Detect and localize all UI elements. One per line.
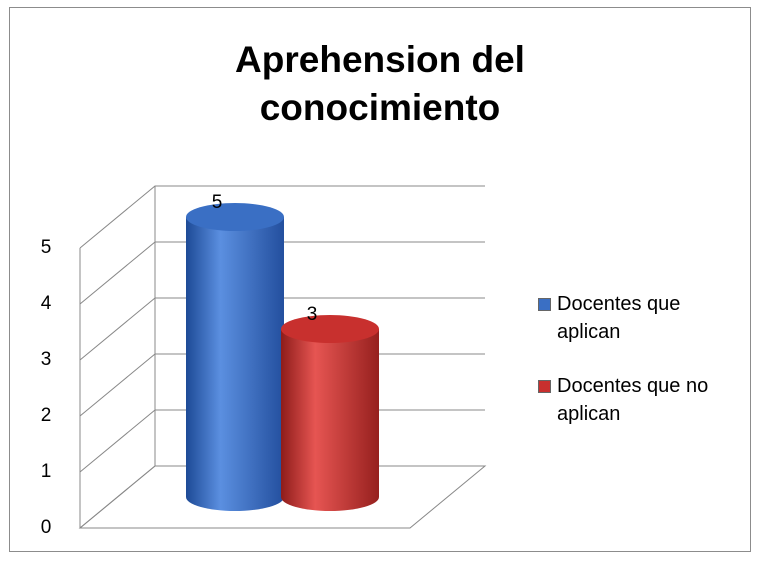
legend-item: Docentes que no aplican [538, 372, 738, 428]
grid-line [79, 241, 485, 305]
chart-frame [9, 7, 751, 552]
bar [281, 329, 379, 511]
legend-swatch [538, 380, 551, 393]
data-label: 3 [307, 304, 318, 325]
y-tick-label: 5 [41, 237, 52, 258]
legend: Docentes que aplican Docentes que no apli… [538, 290, 738, 454]
bar [186, 217, 284, 511]
grid-line [79, 297, 485, 361]
y-tick-label: 2 [41, 405, 52, 426]
y-tick-label: 3 [41, 349, 52, 370]
legend-item: Docentes que aplican [538, 290, 738, 346]
legend-swatch [538, 298, 551, 311]
y-tick-label: 1 [41, 461, 52, 482]
bar-top [281, 315, 379, 343]
y-tick-label: 0 [41, 517, 52, 538]
legend-label: Docentes que no aplican [557, 375, 709, 425]
chart-title: Aprehension del conocimiento [235, 39, 525, 128]
legend-label: Docentes que aplican [557, 293, 681, 343]
data-label: 5 [212, 192, 223, 213]
grid-line [79, 185, 485, 249]
bar-top [186, 203, 284, 231]
y-tick-label: 4 [41, 293, 52, 314]
